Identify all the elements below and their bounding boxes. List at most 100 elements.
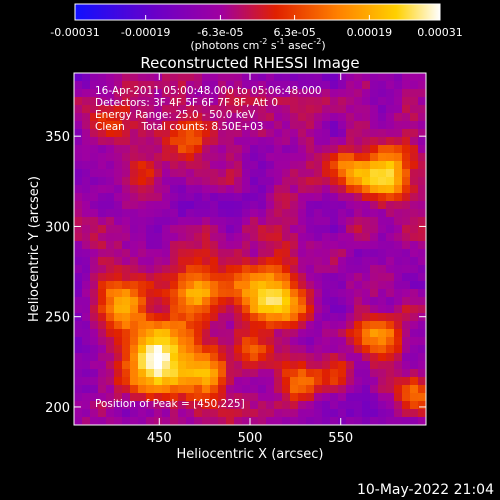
heatmap-cell bbox=[218, 377, 227, 386]
heatmap-cell bbox=[330, 97, 339, 106]
heatmap-cell bbox=[386, 321, 395, 330]
heatmap-cell bbox=[370, 201, 379, 210]
heatmap-cell bbox=[154, 113, 163, 122]
heatmap-cell bbox=[306, 393, 315, 402]
heatmap-cell bbox=[130, 129, 139, 138]
heatmap-cell bbox=[170, 409, 179, 418]
heatmap-cell bbox=[306, 305, 315, 314]
heatmap-cell bbox=[154, 225, 163, 234]
heatmap-cell bbox=[162, 289, 171, 298]
heatmap-cell bbox=[338, 401, 347, 410]
heatmap-cell bbox=[354, 137, 363, 146]
heatmap-cell bbox=[362, 249, 371, 258]
heatmap-cell bbox=[178, 329, 187, 338]
heatmap-cell bbox=[114, 89, 123, 98]
heatmap-cell bbox=[410, 73, 419, 82]
heatmap-cell bbox=[218, 249, 227, 258]
heatmap-cell bbox=[106, 129, 115, 138]
heatmap-cell bbox=[186, 249, 195, 258]
heatmap-cell bbox=[122, 105, 131, 114]
heatmap-cell bbox=[114, 137, 123, 146]
heatmap-cell bbox=[194, 257, 203, 266]
heatmap-cell bbox=[226, 345, 235, 354]
heatmap-cell bbox=[314, 361, 323, 370]
heatmap-cell bbox=[194, 145, 203, 154]
heatmap-cell bbox=[234, 409, 243, 418]
heatmap-cell bbox=[298, 73, 307, 82]
heatmap-cell bbox=[250, 409, 259, 418]
heatmap-cell bbox=[218, 369, 227, 378]
heatmap-cell bbox=[186, 153, 195, 162]
heatmap-cell bbox=[210, 273, 219, 282]
heatmap-cell bbox=[282, 209, 291, 218]
heatmap-cell bbox=[130, 81, 139, 90]
heatmap-cell bbox=[378, 249, 387, 258]
heatmap-cell bbox=[82, 73, 91, 82]
heatmap-cell bbox=[258, 369, 267, 378]
heatmap-cell bbox=[322, 281, 331, 290]
heatmap-cell bbox=[330, 185, 339, 194]
heatmap-cell bbox=[90, 257, 99, 266]
heatmap-cell bbox=[178, 145, 187, 154]
heatmap-cell bbox=[338, 209, 347, 218]
heatmap-cell bbox=[354, 185, 363, 194]
heatmap-cell bbox=[114, 369, 123, 378]
heatmap-cell bbox=[378, 137, 387, 146]
heatmap-cell bbox=[418, 313, 427, 322]
heatmap-cell bbox=[330, 105, 339, 114]
heatmap-cell bbox=[258, 353, 267, 362]
heatmap-cell bbox=[386, 177, 395, 186]
heatmap-cell bbox=[314, 129, 323, 138]
heatmap-cell bbox=[346, 265, 355, 274]
heatmap-cell bbox=[202, 97, 211, 106]
heatmap-cell bbox=[362, 97, 371, 106]
heatmap-cell bbox=[178, 241, 187, 250]
heatmap-cell bbox=[266, 393, 275, 402]
heatmap-cell bbox=[146, 233, 155, 242]
heatmap-cell bbox=[98, 185, 107, 194]
heatmap-cell bbox=[154, 297, 163, 306]
heatmap-cell bbox=[402, 177, 411, 186]
heatmap-cell bbox=[338, 353, 347, 362]
heatmap-cell bbox=[90, 185, 99, 194]
heatmap-cell bbox=[146, 137, 155, 146]
heatmap-cell bbox=[282, 105, 291, 114]
heatmap-cell bbox=[218, 305, 227, 314]
heatmap-cell bbox=[314, 169, 323, 178]
heatmap-cell bbox=[370, 81, 379, 90]
heatmap-cell bbox=[250, 393, 259, 402]
heatmap-cell bbox=[282, 153, 291, 162]
heatmap-cell bbox=[266, 209, 275, 218]
heatmap-cell bbox=[130, 217, 139, 226]
heatmap-cell bbox=[154, 185, 163, 194]
heatmap-cell bbox=[298, 337, 307, 346]
heatmap-cell bbox=[282, 217, 291, 226]
heatmap-cell bbox=[410, 353, 419, 362]
heatmap-cell bbox=[266, 337, 275, 346]
heatmap-cell bbox=[154, 209, 163, 218]
heatmap-cell bbox=[378, 345, 387, 354]
heatmap-cell bbox=[186, 385, 195, 394]
heatmap-cell bbox=[114, 121, 123, 130]
heatmap-cell bbox=[170, 353, 179, 362]
heatmap-cell bbox=[138, 129, 147, 138]
heatmap-cell bbox=[226, 225, 235, 234]
heatmap-cell bbox=[106, 385, 115, 394]
heatmap-cell bbox=[154, 169, 163, 178]
heatmap-cell bbox=[122, 249, 131, 258]
heatmap-cell bbox=[98, 169, 107, 178]
heatmap-cell bbox=[74, 145, 83, 154]
heatmap-cell bbox=[138, 121, 147, 130]
heatmap-cell bbox=[274, 217, 283, 226]
heatmap-cell bbox=[362, 193, 371, 202]
heatmap-cell bbox=[90, 313, 99, 322]
heatmap-cell bbox=[266, 185, 275, 194]
heatmap-cell bbox=[362, 241, 371, 250]
heatmap-cell bbox=[162, 305, 171, 314]
heatmap-cell bbox=[82, 161, 91, 170]
heatmap-cell bbox=[114, 361, 123, 370]
heatmap-cell bbox=[250, 73, 259, 82]
heatmap-cell bbox=[282, 353, 291, 362]
heatmap-cell bbox=[122, 345, 131, 354]
heatmap-cell bbox=[314, 145, 323, 154]
